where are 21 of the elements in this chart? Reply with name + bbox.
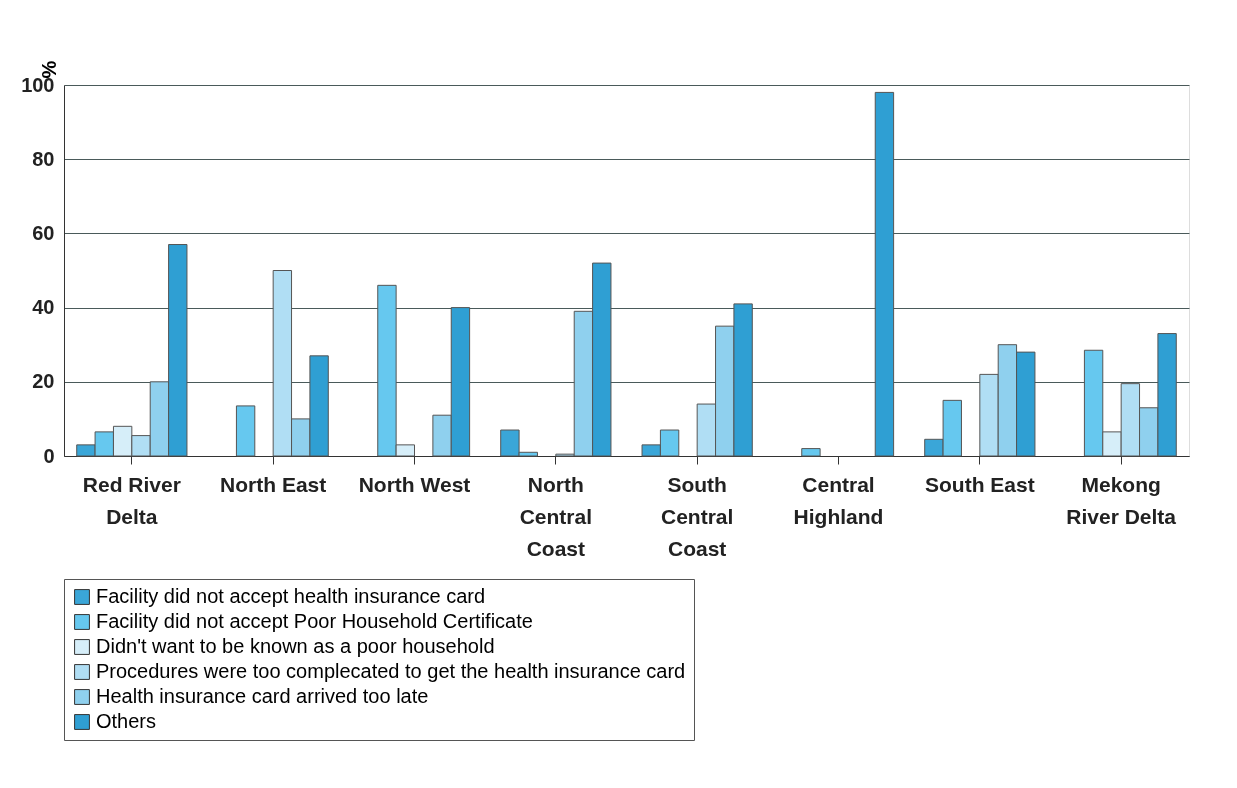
y-tick-label: 0 [43, 444, 55, 467]
legend-label: Didn't want to be known as a poor household [96, 635, 495, 657]
y-tick-label: 20 [32, 370, 55, 393]
legend-label: Facility did not accept health insurance card [96, 585, 486, 607]
legend-label: Facility did not accept Poor Household Certificate [96, 610, 533, 632]
y-tick-label: 80 [32, 147, 55, 170]
x-tick-label: Central Highland [793, 472, 884, 528]
x-tick-label: South Central Coast [660, 472, 734, 560]
bar [235, 405, 256, 457]
x-tick-label: Red River Delta [82, 472, 181, 528]
x-tick-label: Mekong River Delta [1066, 472, 1177, 528]
legend-label: Health insurance card arrived too late [96, 685, 429, 707]
legend-label: Procedures were too complecated to get the health insurance card [96, 660, 686, 682]
y-tick-label: 40 [32, 296, 55, 319]
bar [801, 448, 821, 457]
x-tick-label: South East [924, 472, 1035, 496]
x-tick-label: North Central Coast [519, 472, 593, 560]
x-tick-label: North West [358, 472, 471, 496]
x-tick-label: North East [220, 472, 327, 496]
y-tick-label: 60 [32, 221, 55, 244]
legend-label: Others [96, 710, 157, 732]
